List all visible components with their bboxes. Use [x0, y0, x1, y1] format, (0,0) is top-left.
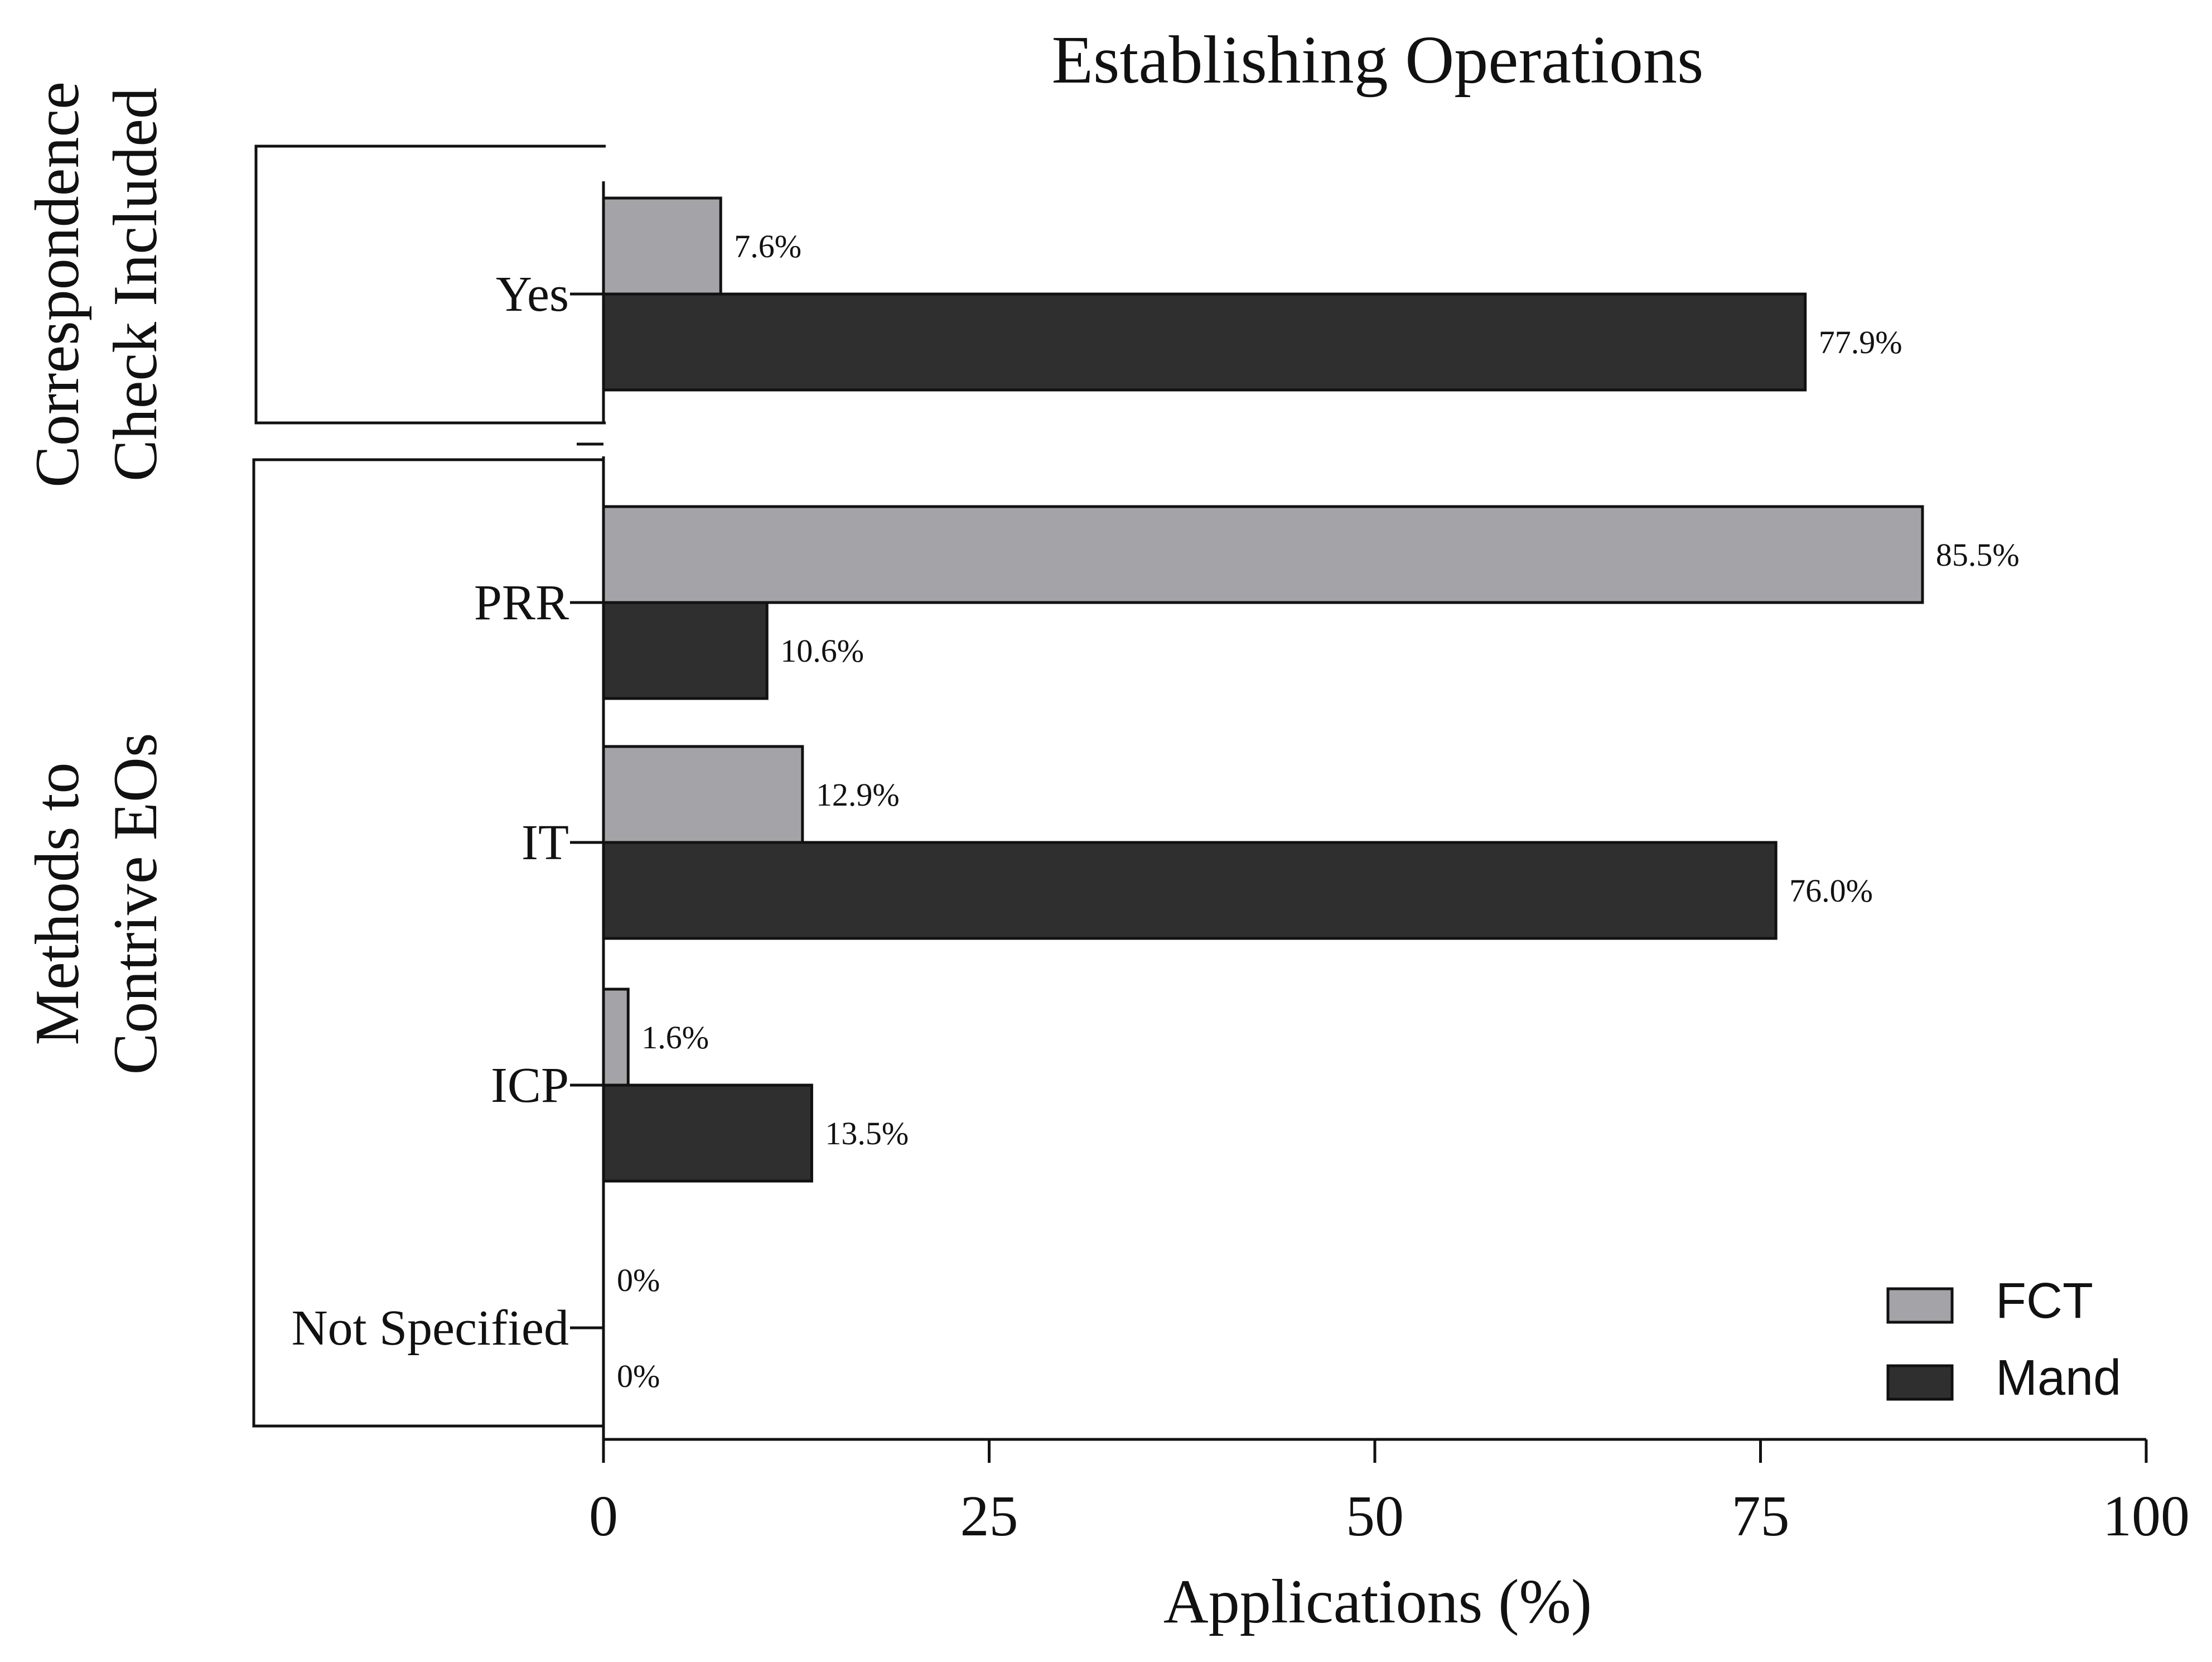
bar-fct-yes: [602, 196, 722, 296]
x-tick-label-0: 0: [589, 1484, 618, 1548]
bar-mand-icp: [602, 1083, 813, 1183]
value-label-mand-prr: 10.6%: [780, 633, 864, 669]
group-label-0-line-0: Correspondence: [23, 81, 92, 488]
bar-fct-icp: [602, 987, 630, 1087]
y-axis: Yes PRR IT ICP Not Specified: [292, 181, 605, 1439]
value-label-fct-prr: 85.5%: [1936, 537, 2020, 573]
group-label-0-line-1: Check Included: [101, 88, 170, 481]
bar-fct-prr: [602, 505, 1924, 604]
bar-mand-prr: [602, 601, 769, 700]
legend-swatch-fct: [1886, 1287, 1954, 1324]
x-axis-label: Applications (%): [1163, 1567, 1592, 1636]
x-tick-label-25: 25: [960, 1484, 1018, 1548]
y-tick-label-prr: PRR: [474, 575, 569, 630]
value-label-mand-it: 76.0%: [1789, 873, 1873, 909]
y-tick-label-yes: Yes: [496, 267, 569, 322]
legend-label-fct: FCT: [1996, 1273, 2093, 1329]
group-bracket-correspondence: [254, 144, 606, 425]
chart-title: Establishing Operations: [1051, 22, 1703, 98]
group-bracket-methods: [252, 458, 603, 1428]
value-labels: 7.6% 77.9% 85.5% 10.6% 12.9% 76.0% 1.6% 13.5% 0%…: [617, 228, 2020, 1394]
value-label-mand-not-specified: 0%: [617, 1358, 660, 1394]
value-label-fct-yes: 7.6%: [734, 228, 801, 264]
value-label-fct-it: 12.9%: [816, 777, 900, 813]
x-tick-label-100: 100: [2103, 1484, 2190, 1548]
value-label-mand-yes: 77.9%: [1819, 324, 1902, 360]
group-brackets: [252, 144, 606, 1428]
y-tick-label-icp: ICP: [491, 1058, 569, 1113]
value-label-mand-icp: 13.5%: [825, 1115, 909, 1152]
value-label-fct-icp: 1.6%: [641, 1019, 709, 1056]
group-label-1-line-1: Contrive EOs: [101, 733, 170, 1075]
legend: FCT Mand: [1886, 1273, 2121, 1406]
legend-swatch-mand: [1886, 1364, 1954, 1401]
bar-mand-it: [602, 841, 1778, 940]
x-axis: 0 25 50 75 100: [589, 1438, 2190, 1548]
bar-mand-yes: [602, 292, 1807, 392]
y-tick-label-not-specified: Not Specified: [292, 1300, 569, 1356]
group-label-1-line-0: Methods to: [23, 762, 92, 1045]
value-label-fct-not-specified: 0%: [617, 1262, 660, 1298]
legend-label-mand: Mand: [1996, 1350, 2121, 1406]
y-tick-label-it: IT: [521, 815, 569, 870]
bars: [602, 196, 1924, 1183]
group-labels: Correspondence Check Included Methods to Co…: [23, 81, 170, 1075]
x-tick-label-50: 50: [1346, 1484, 1404, 1548]
x-tick-label-75: 75: [1732, 1484, 1790, 1548]
bar-fct-it: [602, 745, 804, 844]
